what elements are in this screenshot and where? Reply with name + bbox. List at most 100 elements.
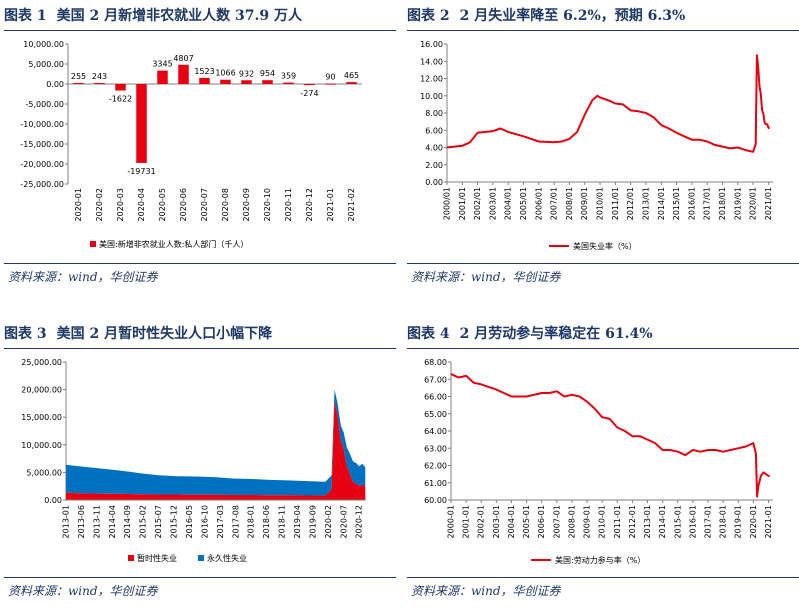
chart-2-y-tick-label: 0.00 (425, 178, 443, 187)
chart-4-x-tick-label: 2021-01 (764, 505, 773, 538)
panel-chart-3: 图表 3 美国 2 月暂时性失业人口小幅下降 0.00 5,000.00 10,000… (4, 322, 396, 608)
chart-4-x-tick-label: 2013-01 (643, 505, 652, 538)
chart-3-x-tick-label: 2013-01 (62, 505, 71, 538)
chart-1-x-tick-label: 2020-05 (158, 188, 167, 221)
chart-1-data-label: 954 (260, 69, 275, 78)
chart-4-x-tick-label: 2019-01 (734, 505, 743, 538)
chart-1-x-tick-label: 2021-02 (347, 188, 356, 221)
chart-2-x-tick-label: 2007/01 (550, 187, 559, 220)
chart-4-x-tick-label: 2017-01 (703, 505, 712, 538)
chart-1-data-label: 3345 (152, 60, 172, 69)
chart-2-title-text: 2 月失业率降至 6.2%，预期 6.3% (459, 8, 686, 24)
chart-1-x-tick-label: 2020-11 (284, 188, 293, 221)
chart-1-data-label: -19731 (127, 167, 155, 176)
chart-1-x-tick-label: 2020-10 (263, 188, 272, 221)
chart-1-x-tick-label: 2020-03 (116, 188, 125, 221)
chart-3-title-text: 美国 2 月暂时性失业人口小幅下降 (56, 326, 273, 342)
chart-4-y-tick-label: 60.00 (424, 496, 447, 505)
chart-1-bar (241, 80, 252, 84)
chart-1-y-tick-label: -20,000.00 (20, 160, 64, 169)
chart-3-x-tick-label: 2015-02 (139, 505, 148, 538)
chart-4-x-tick-label: 2010-01 (598, 505, 607, 538)
chart-2-x-tick-label: 2000/01 (443, 187, 452, 220)
chart-2-x-tick-label: 2021/01 (764, 187, 773, 220)
chart-2-y-tick-label: 12.00 (420, 75, 443, 84)
chart-2-series-line (446, 54, 771, 153)
chart-2-x-tick-label: 2001/01 (458, 187, 467, 220)
panel-chart-2: 图表 2 2 月失业率降至 6.2%，预期 6.3% 0.00 2.00 4.00 6.… (407, 4, 799, 294)
chart-4-x-tick-label: 2002-01 (477, 505, 486, 538)
chart-3-x-tick-label: 2016-10 (200, 505, 209, 538)
chart-3-x-tick-label: 2020-12 (355, 505, 364, 538)
chart-3-x-tick-label: 2014-09 (123, 505, 132, 538)
chart-1-data-label: 243 (92, 72, 107, 81)
chart-1-bar (283, 82, 294, 84)
chart-1-data-label: 932 (239, 69, 254, 78)
chart-4-x-tick-label: 2012-01 (628, 505, 637, 538)
chart-3-legend-swatch-temporary (128, 555, 134, 561)
chart-2-svg: 0.00 2.00 4.00 6.00 8.00 10.00 12.00 14.00 16.00… (420, 40, 773, 251)
chart-4-x-tick-label: 2004-01 (507, 505, 516, 538)
chart-3-x-tick-label: 2019-09 (308, 505, 317, 538)
chart-1-legend-label: 美国:新增非农就业人数:私人部门（千人） (99, 239, 248, 249)
chart-1-data-label: 4807 (173, 54, 193, 63)
chart-1-bar (220, 79, 231, 84)
chart-4-x-tick-label: 2018-01 (719, 505, 728, 538)
chart-1-bar (157, 70, 168, 84)
chart-4-x-tick-label: 2001-01 (462, 505, 471, 538)
chart-4-title-text: 2 月劳动参与率稳定在 61.4% (459, 326, 653, 342)
chart-4-x-tick-label: 2020-01 (749, 505, 758, 538)
chart-4-y-tick-label: 63.00 (424, 444, 447, 453)
chart-4-x-tick-label: 2007-01 (552, 505, 561, 538)
chart-1-y-tick-label: 0.00 (46, 80, 64, 89)
chart-1-legend-swatch (90, 241, 96, 247)
chart-1-x-tick-label: 2020-12 (305, 188, 314, 221)
chart-2-y-tick-label: 2.00 (425, 161, 443, 170)
chart-3-area-permanent (66, 389, 366, 496)
chart-4-y-tick-label: 61.00 (424, 479, 447, 488)
chart-4-y-tick-label: 66.00 (424, 393, 447, 402)
chart-1-bar (304, 84, 315, 86)
chart-1-bar (73, 82, 84, 84)
chart-1-bar (136, 84, 147, 163)
chart-4-label: 图表 4 (407, 326, 450, 342)
chart-4-x-tick-label: 2016-01 (688, 505, 697, 538)
chart-1-data-label: 1066 (215, 69, 235, 78)
chart-1-y-tick-label: -25,000.00 (20, 180, 64, 189)
chart-3-y-tick-label: 0.00 (44, 496, 62, 505)
chart-3-label: 图表 3 (4, 326, 47, 342)
chart-2-y-tick-label: 14.00 (420, 57, 443, 66)
chart-3-x-tick-label: 2016-05 (185, 505, 194, 538)
chart-1-x-tick-label: 2020-01 (74, 188, 83, 221)
chart-3-y-tick-label: 15,000.00 (21, 413, 62, 422)
chart-4-series-line (450, 373, 770, 498)
chart-1-bar (178, 64, 189, 84)
chart-2-y-tick-label: 4.00 (425, 144, 443, 153)
chart-3-source: 资料来源：wind，华创证券 (8, 584, 158, 598)
chart-3-y-tick-label: 10,000.00 (21, 441, 62, 450)
chart-2-x-tick-label: 2010/01 (596, 187, 605, 220)
chart-2-x-tick-label: 2014/01 (657, 187, 666, 220)
chart-3-x-tick-label: 2018-11 (278, 505, 287, 538)
chart-2-y-tick-label: 6.00 (425, 126, 443, 135)
chart-3-y-tick-label: 5,000.00 (26, 468, 62, 477)
chart-3-x-tick-label: 2020-07 (339, 505, 348, 538)
chart-4-source: 资料来源：wind，华创证券 (411, 584, 561, 598)
chart-1-data-label: 359 (281, 72, 296, 81)
chart-1-x-tick-label: 2020-07 (200, 188, 209, 221)
chart-2-x-tick-label: 2003/01 (488, 187, 497, 220)
chart-1-label: 图表 1 (4, 8, 47, 24)
chart-2-x-tick-label: 2012/01 (626, 187, 635, 220)
chart-4-title: 图表 4 2 月劳动参与率稳定在 61.4% (407, 322, 799, 349)
chart-3-x-tick-label: 2020-02 (324, 505, 333, 538)
chart-2-y-tick-label: 8.00 (425, 109, 443, 118)
chart-3-y-tick-label: 25,000.00 (21, 358, 62, 367)
chart-4-x-tick-label: 2008-01 (567, 505, 576, 538)
chart-2-x-tick-label: 2016/01 (687, 187, 696, 220)
chart-3-x-tick-label: 2018-01 (247, 505, 256, 538)
chart-1-source: 资料来源：wind，华创证券 (8, 270, 158, 284)
chart-1-bar (115, 84, 126, 91)
chart-1-data-label: 1523 (194, 67, 214, 76)
chart-2-x-tick-label: 2006/01 (534, 187, 543, 220)
chart-1-x-tick-label: 2020-06 (179, 188, 188, 221)
